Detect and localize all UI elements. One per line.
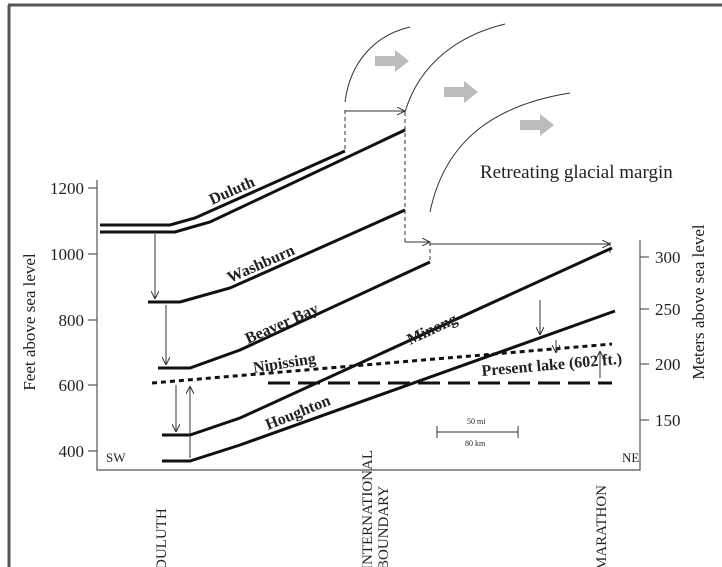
direction: NE xyxy=(622,450,639,465)
tick-label: 250 xyxy=(655,300,681,319)
glacial-margin xyxy=(345,24,610,262)
direction: SW xyxy=(106,450,126,465)
scale-bar xyxy=(437,426,518,438)
tick-label: 1200 xyxy=(50,179,84,198)
shoreline-label: Houghton xyxy=(263,392,333,433)
axis-title: Feet above sea level xyxy=(20,253,39,391)
tick-label: 1000 xyxy=(50,245,84,264)
shoreline-label: Minong xyxy=(405,311,461,349)
diagram: 1200 1000 800 600 400 300 250 200 150 Fe… xyxy=(0,0,722,567)
shoreline-label: Beaver Bay xyxy=(243,300,321,347)
tick-label: 400 xyxy=(59,442,85,461)
tick-label: 150 xyxy=(655,411,681,430)
tick-label: 300 xyxy=(655,248,681,267)
tick-label: 600 xyxy=(59,376,85,395)
scale-label: 50 mi xyxy=(467,417,486,426)
annotation: Retreating glacial margin xyxy=(480,162,673,183)
scale-label: 80 km xyxy=(465,439,486,448)
axis-title: Meters above sea level xyxy=(689,224,708,380)
shoreline-label: Nipissing xyxy=(252,350,317,377)
tick-label: 800 xyxy=(59,311,85,330)
shoreline-label: Present lake (602 ft.) xyxy=(481,351,623,380)
place-label: MARATHON xyxy=(594,485,610,567)
place-label: DULUTH xyxy=(154,508,170,567)
place-label: INTERNATIONAL xyxy=(360,450,376,567)
tick-label: 200 xyxy=(655,355,681,374)
place-label: BOUNDARY xyxy=(376,486,392,567)
